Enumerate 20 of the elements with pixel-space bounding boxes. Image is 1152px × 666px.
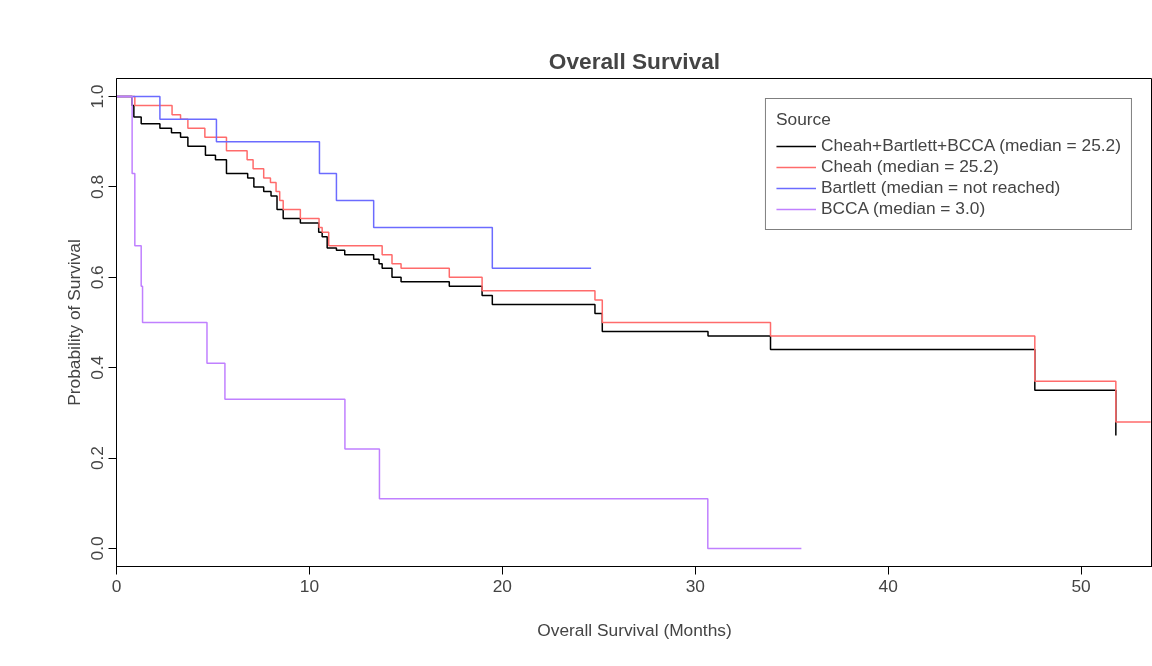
y-tick-label: 0.0 — [87, 536, 108, 561]
y-axis-title: Probability of Survival — [63, 239, 84, 406]
x-tick-label: 20 — [492, 575, 512, 596]
x-tick-label: 0 — [111, 575, 122, 596]
x-tick-label: 10 — [299, 575, 320, 596]
legend-title: Source — [775, 109, 832, 130]
legend-label: Cheah (median = 25.2) — [820, 156, 999, 177]
legend-label: Bartlett (median = not reached) — [820, 177, 1061, 198]
x-tick-label: 30 — [685, 575, 705, 596]
x-tick-label: 50 — [1071, 575, 1091, 596]
y-tick-label: 0.4 — [87, 355, 108, 380]
x-tick-label: 40 — [878, 575, 898, 596]
chart-title: Overall Survival — [548, 47, 721, 74]
y-tick-label: 0.6 — [87, 265, 108, 290]
y-tick-label: 1.0 — [87, 84, 108, 109]
y-tick-label: 0.2 — [87, 446, 108, 471]
legend-label: Cheah+Bartlett+BCCA (median = 25.2) — [820, 135, 1121, 156]
x-axis-title: Overall Survival (Months) — [537, 619, 732, 640]
y-tick-label: 0.8 — [87, 174, 108, 199]
legend-label: BCCA (median = 3.0) — [820, 198, 986, 219]
